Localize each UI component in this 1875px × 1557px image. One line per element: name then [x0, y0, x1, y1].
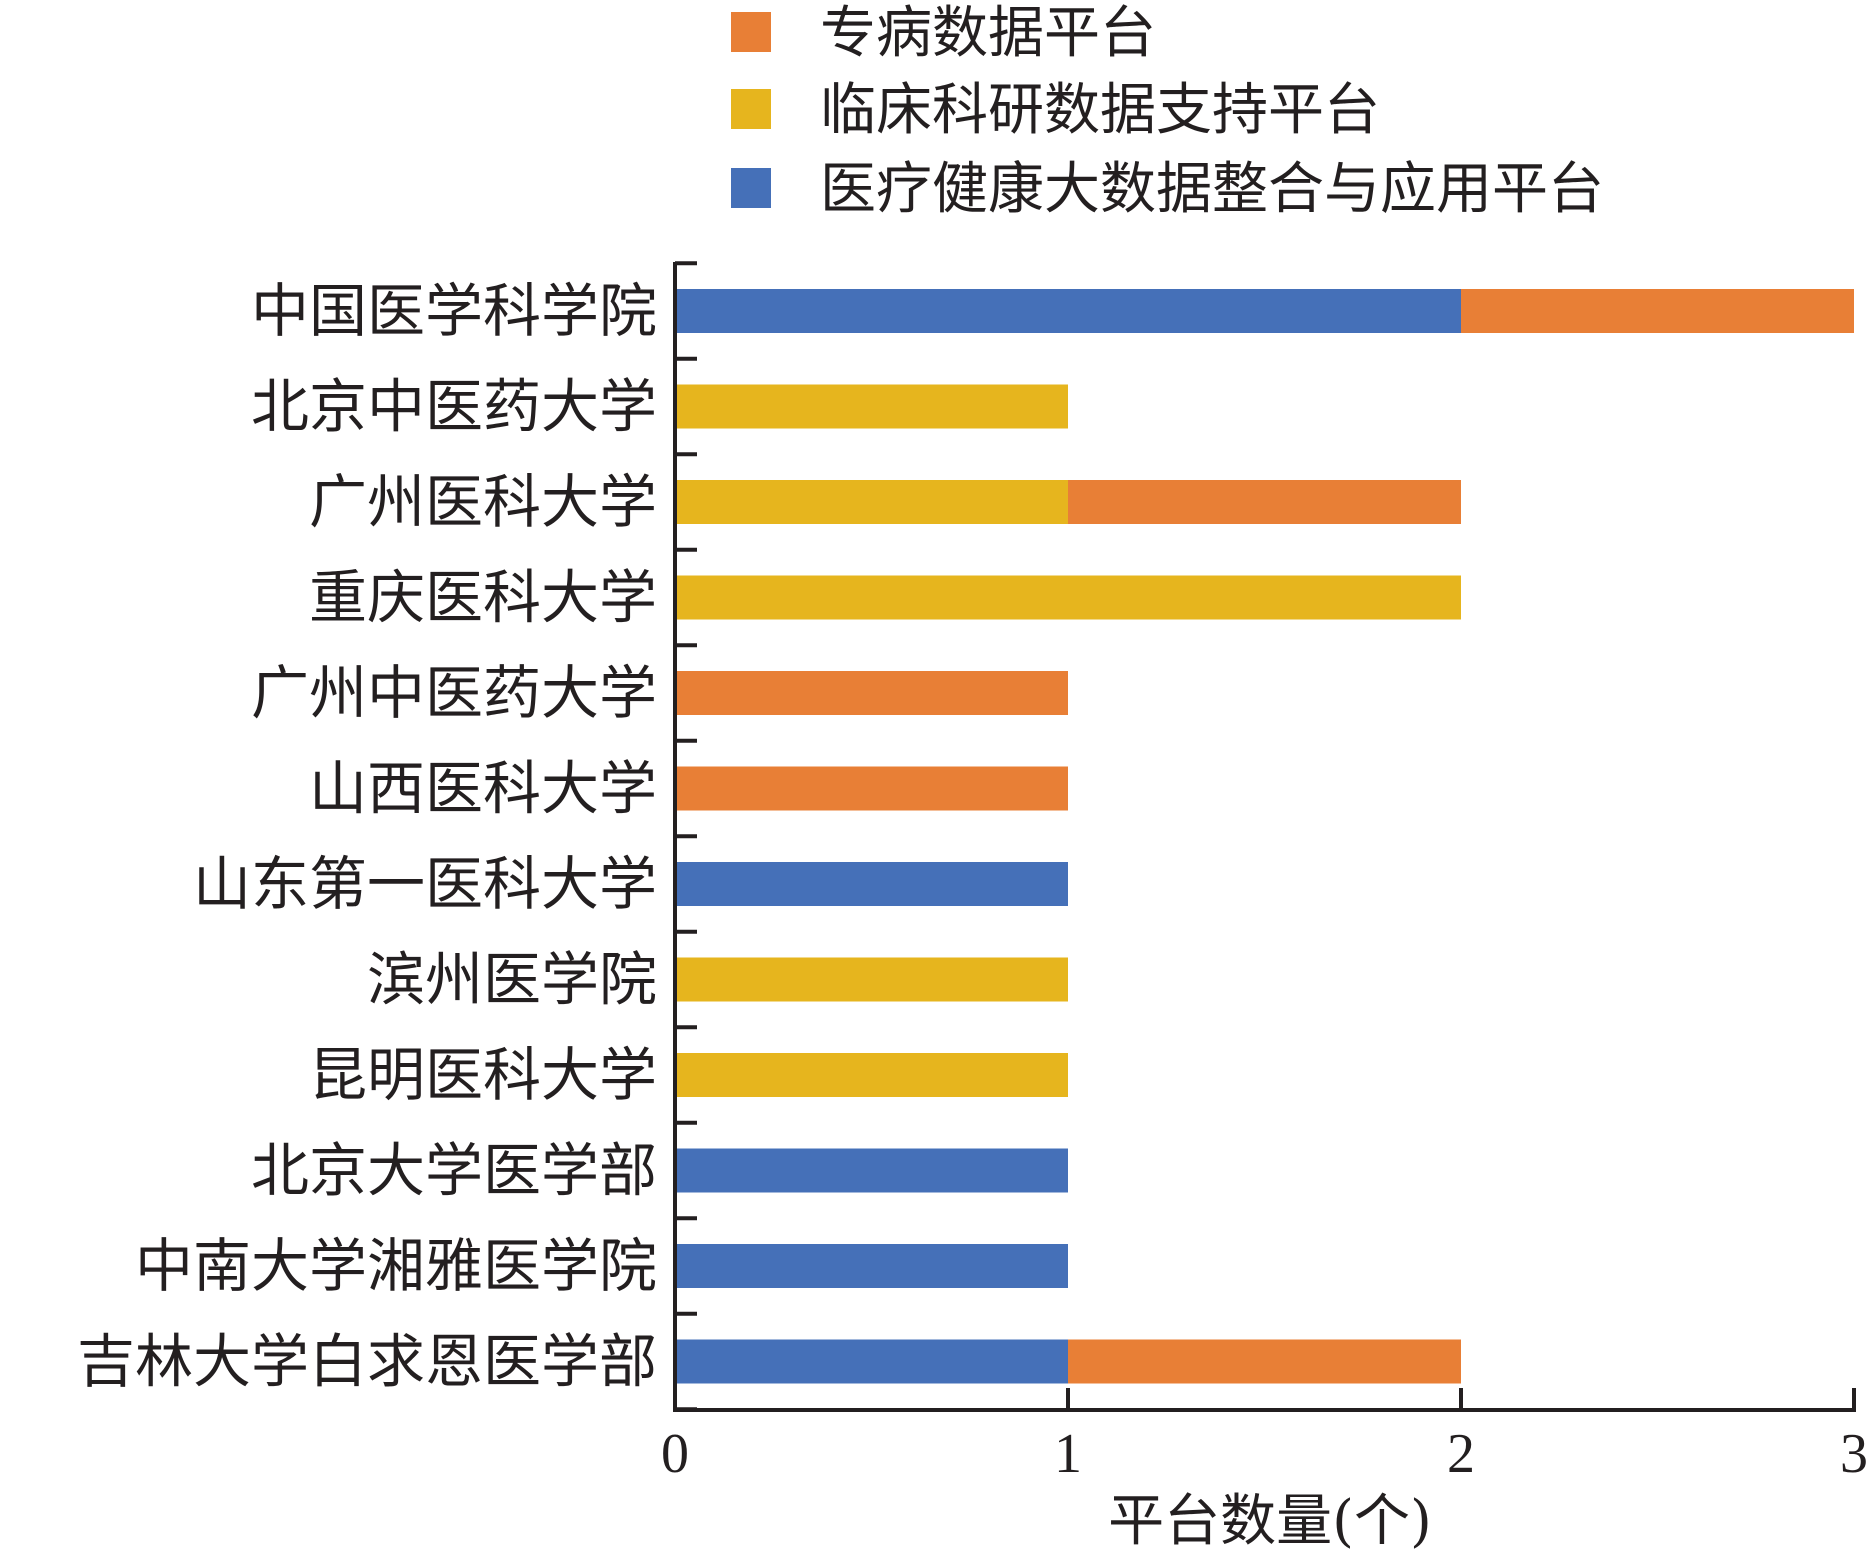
bar-segment: [675, 1244, 1068, 1288]
legend-item: 临床科研数据支持平台: [731, 78, 1380, 143]
axes: 0 1 2 3: [661, 261, 1868, 1485]
x-axis-title: 平台数量(个): [1108, 1489, 1432, 1554]
x-tick-label: 3: [1840, 1423, 1868, 1485]
bar-segment: [1461, 289, 1854, 333]
category-label: 中南大学湘雅医学院: [135, 1232, 657, 1300]
category-label: 广州医科大学: [309, 468, 657, 536]
bar-segment: [675, 862, 1068, 906]
legend-label: 医疗健康大数据整合与应用平台: [820, 157, 1604, 222]
category-label: 广州中医药大学: [251, 659, 657, 727]
legend-item: 专病数据平台: [731, 1, 1156, 66]
category-label: 昆明医科大学: [309, 1041, 657, 1109]
bar-segment: [1068, 480, 1461, 524]
legend-swatch: [731, 89, 771, 129]
bar-segment: [675, 384, 1068, 429]
bar-segment: [675, 766, 1068, 811]
category-label: 北京大学医学部: [251, 1137, 657, 1205]
category-label: 山西医科大学: [309, 755, 657, 823]
category-label: 滨州医学院: [367, 946, 657, 1014]
bar-segment: [675, 1339, 1068, 1384]
legend-label: 临床科研数据支持平台: [820, 78, 1380, 143]
bar-segment: [675, 957, 1068, 1002]
category-label: 重庆医科大学: [309, 564, 657, 632]
x-tick-label: 2: [1447, 1423, 1475, 1485]
legend-item: 医疗健康大数据整合与应用平台: [731, 157, 1604, 222]
category-label: 北京中医药大学: [251, 373, 657, 441]
legend-label: 专病数据平台: [820, 1, 1156, 66]
bar-segment: [675, 671, 1068, 715]
category-label: 山东第一医科大学: [193, 850, 657, 918]
bar-segment: [675, 480, 1068, 524]
x-tick-label: 1: [1054, 1423, 1082, 1485]
bar-segment: [675, 289, 1461, 333]
category-label: 中国医学科学院: [251, 277, 657, 345]
bar-segment: [675, 575, 1461, 620]
category-label: 吉林大学白求恩医学部: [77, 1328, 657, 1396]
bar-segment: [1068, 1339, 1461, 1384]
category-labels: 中国医学科学院北京中医药大学广州医科大学重庆医科大学广州中医药大学山西医科大学山…: [77, 277, 657, 1396]
bar-segment: [675, 1053, 1068, 1097]
legend-swatch: [731, 12, 771, 52]
legend-swatch: [731, 168, 771, 208]
bar-segment: [675, 1148, 1068, 1193]
x-tick-label: 0: [661, 1423, 689, 1485]
bars-layer: [675, 289, 1854, 1384]
